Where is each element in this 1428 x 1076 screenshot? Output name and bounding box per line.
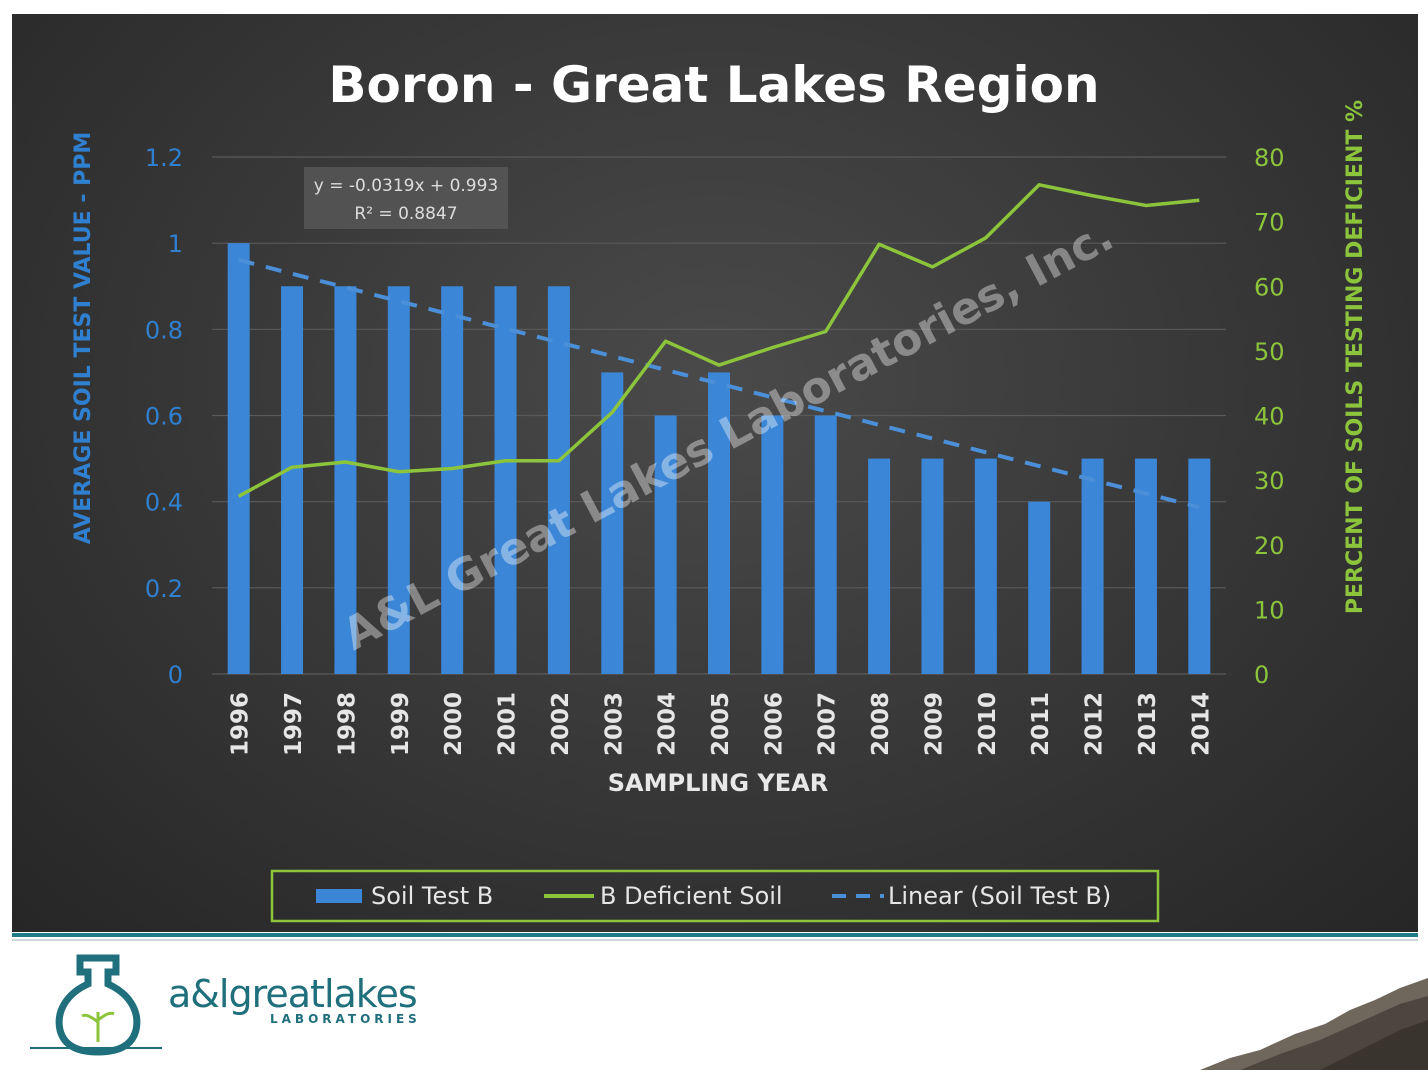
bar [1028,501,1051,674]
y2-tick-label: 80 [1254,144,1285,172]
bar [868,458,891,674]
y-tick-label: 0.4 [145,489,183,517]
logo-mark [30,954,162,1056]
bar [708,372,730,674]
trendline-series [238,257,1200,510]
x-tick-label: 1998 [334,692,360,756]
soil-graphic [1200,978,1428,1070]
bar [387,286,410,674]
trendline-equation: y = -0.0319x + 0.993 [314,176,499,196]
bar [547,286,570,674]
bar [1081,458,1104,674]
x-tick-label: 2012 [1082,692,1108,756]
bar [921,458,944,674]
x-tick-label: 1996 [228,692,254,756]
x-tick-label: 2004 [655,692,681,756]
trendline-r-squared: R² = 0.8847 [354,204,457,224]
bar [1134,458,1157,674]
x-tick-label: 2001 [495,692,521,756]
x-tick-label: 2000 [441,692,467,756]
bar [281,286,304,674]
logo-subtext: LABORATORIES [270,1012,421,1026]
trendline [238,257,1200,510]
x-tick-label: 2014 [1188,692,1214,756]
y2-tick-labels: 0 10 20 30 40 50 60 70 80 [1254,144,1285,689]
y-tick-label: 0 [168,661,183,689]
y-tick-label: 0.8 [145,316,183,344]
x-tick-labels: 1996 1997 1998 1999 2000 2001 2002 2003 2004 2005… [228,692,1215,756]
x-tick-label: 2011 [1028,692,1054,756]
legend-item-b-deficient-soil: B Deficient Soil [600,882,783,910]
line-series [237,183,1200,498]
bar [814,415,837,674]
footer-divider-thin [12,939,1418,941]
legend-swatch-bar [316,889,362,903]
y2-tick-label: 50 [1254,338,1285,366]
x-tick-label: 2013 [1135,692,1161,756]
y2-tick-label: 40 [1254,403,1285,431]
bar [601,372,624,674]
y-axis-label: AVERAGE SOIL TEST VALUE - PPM [71,132,96,545]
y2-tick-label: 70 [1254,209,1285,237]
y-tick-label: 1 [168,230,183,258]
x-tick-label: 2006 [761,692,787,756]
x-axis-label: SAMPLING YEAR [608,769,829,797]
y2-tick-label: 10 [1254,596,1285,624]
legend: Soil Test B B Deficient Soil Linear (Soi… [270,869,1160,923]
x-tick-label: 2005 [708,692,734,756]
trendline-equation-box: y = -0.0319x + 0.993 R² = 0.8847 [304,167,508,229]
x-tick-label: 2003 [601,692,627,756]
x-tick-label: 2008 [868,692,894,756]
y-tick-label: 1.2 [145,144,183,172]
y2-axis-label: PERCENT OF SOILS TESTING DEFICIENT % [1343,100,1368,614]
legend-item-soil-test-b: Soil Test B [371,882,493,910]
bar-series [227,243,1211,674]
bar [494,286,517,674]
x-tick-label: 2007 [815,692,841,756]
x-tick-label: 2009 [921,692,947,756]
bar [1188,458,1211,674]
bar [654,415,677,674]
y-tick-label: 0.2 [145,575,183,603]
y2-tick-label: 60 [1254,273,1285,301]
bar [974,458,997,674]
x-tick-label: 2010 [975,692,1001,756]
deficient-line [237,183,1200,498]
x-tick-label: 1999 [388,692,414,756]
chart-title: Boron - Great Lakes Region [328,56,1099,114]
y-tick-labels: 0 0.2 0.4 0.6 0.8 1 1.2 [145,144,183,689]
y2-tick-label: 0 [1254,661,1269,689]
footer [0,942,1428,1076]
legend-item-linear-trend: Linear (Soil Test B) [888,882,1111,910]
x-tick-label: 1997 [281,692,307,756]
logo-text: a&lgreatlakes [168,972,418,1016]
bar [334,286,357,674]
y-tick-label: 0.6 [145,403,183,431]
y2-tick-label: 20 [1254,532,1285,560]
bar [761,415,784,674]
bar [227,243,250,674]
bar [441,286,464,674]
footer-divider [12,933,1418,937]
x-tick-label: 2002 [548,692,574,756]
y2-tick-label: 30 [1254,467,1285,495]
